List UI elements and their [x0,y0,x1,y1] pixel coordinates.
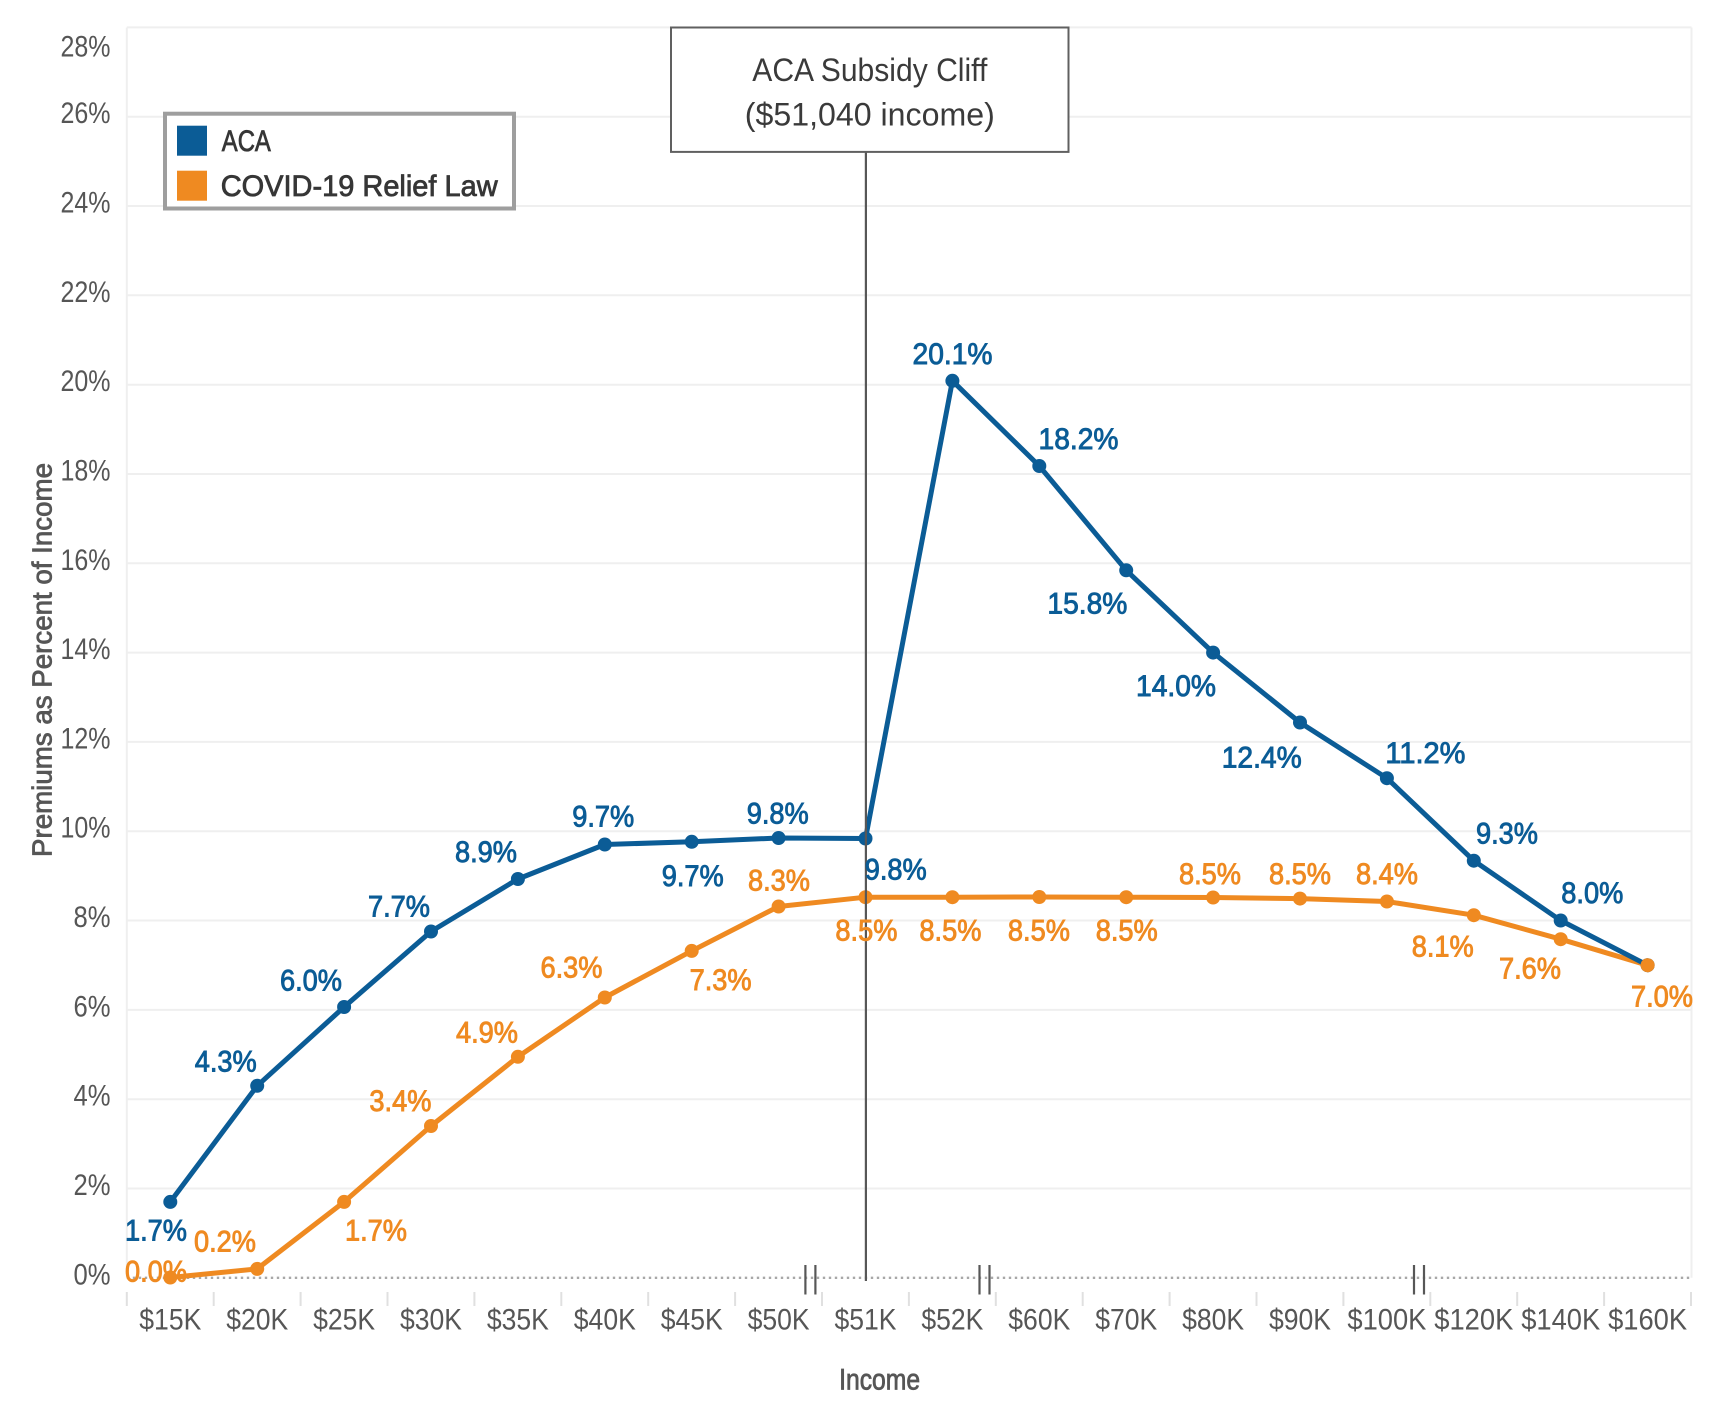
svg-text:$100K: $100K [1347,1304,1426,1337]
svg-text:9.8%: 9.8% [747,798,809,831]
svg-text:15.8%: 15.8% [1047,588,1127,621]
svg-text:$120K: $120K [1434,1304,1513,1337]
svg-text:$50K: $50K [748,1304,810,1337]
svg-text:8.4%: 8.4% [1356,858,1418,891]
svg-text:1.7%: 1.7% [345,1215,407,1248]
svg-text:$35K: $35K [487,1304,549,1337]
svg-text:$51K: $51K [835,1304,897,1337]
svg-text:$30K: $30K [400,1304,462,1337]
svg-text:$20K: $20K [226,1304,288,1337]
svg-text:0%: 0% [74,1258,111,1291]
svg-text:7.0%: 7.0% [1631,981,1693,1014]
svg-text:8.5%: 8.5% [1269,858,1331,891]
svg-text:12.4%: 12.4% [1222,741,1302,774]
svg-text:Income: Income [839,1364,920,1397]
svg-text:14%: 14% [61,633,111,666]
svg-text:7.7%: 7.7% [368,891,430,924]
svg-text:9.3%: 9.3% [1476,818,1538,851]
svg-text:6%: 6% [74,990,111,1023]
svg-text:$90K: $90K [1269,1304,1331,1337]
svg-text:12%: 12% [61,722,111,755]
svg-text:$52K: $52K [921,1304,983,1337]
svg-text:9.8%: 9.8% [865,854,927,887]
svg-text:$60K: $60K [1008,1304,1070,1337]
svg-text:16%: 16% [61,544,111,577]
svg-text:$70K: $70K [1095,1304,1157,1337]
svg-text:$160K: $160K [1608,1304,1687,1337]
svg-text:24%: 24% [61,187,111,220]
svg-text:$140K: $140K [1521,1304,1600,1337]
svg-text:9.7%: 9.7% [572,801,634,834]
svg-text:Premiums as Percent of Income: Premiums as Percent of Income [27,463,58,857]
svg-text:4.3%: 4.3% [195,1046,257,1079]
svg-text:$45K: $45K [661,1304,723,1337]
svg-text:20%: 20% [61,365,111,398]
svg-text:8.5%: 8.5% [1008,915,1070,948]
svg-text:20.1%: 20.1% [913,338,993,371]
svg-text:8.5%: 8.5% [919,915,981,948]
svg-text:1.7%: 1.7% [125,1215,187,1248]
svg-text:8.5%: 8.5% [1179,858,1241,891]
svg-text:0.0%: 0.0% [125,1256,187,1289]
svg-text:4%: 4% [74,1080,111,1113]
svg-text:$80K: $80K [1182,1304,1244,1337]
svg-text:6.3%: 6.3% [541,952,603,985]
svg-text:18.2%: 18.2% [1039,423,1119,456]
svg-text:6.0%: 6.0% [280,965,342,998]
svg-text:22%: 22% [61,276,111,309]
svg-text:ACA Subsidy Cliff: ACA Subsidy Cliff [752,52,987,88]
svg-text:($51,040 income): ($51,040 income) [745,97,995,133]
svg-text:ACA: ACA [222,125,271,158]
svg-text:26%: 26% [61,97,111,130]
svg-text:8.1%: 8.1% [1412,930,1474,963]
svg-text:28%: 28% [61,30,111,63]
svg-text:8.5%: 8.5% [1096,915,1158,948]
svg-text:COVID-19 Relief Law: COVID-19 Relief Law [221,170,498,203]
svg-text:9.7%: 9.7% [662,860,724,893]
svg-text:8.9%: 8.9% [455,836,517,869]
svg-text:$25K: $25K [313,1304,375,1337]
svg-text:14.0%: 14.0% [1136,670,1216,703]
svg-text:8%: 8% [74,901,111,934]
svg-text:7.3%: 7.3% [690,964,752,997]
svg-text:18%: 18% [61,455,111,488]
svg-text:8.5%: 8.5% [835,915,897,948]
svg-text:7.6%: 7.6% [1499,952,1561,985]
svg-text:11.2%: 11.2% [1385,737,1465,770]
svg-text:4.9%: 4.9% [456,1017,518,1050]
svg-text:0.2%: 0.2% [194,1226,256,1259]
svg-text:$40K: $40K [574,1304,636,1337]
svg-text:$15K: $15K [139,1304,201,1337]
svg-text:2%: 2% [74,1169,111,1202]
svg-text:10%: 10% [61,812,111,845]
svg-text:3.4%: 3.4% [369,1085,431,1118]
svg-text:8.0%: 8.0% [1561,877,1623,910]
svg-text:8.3%: 8.3% [748,865,810,898]
